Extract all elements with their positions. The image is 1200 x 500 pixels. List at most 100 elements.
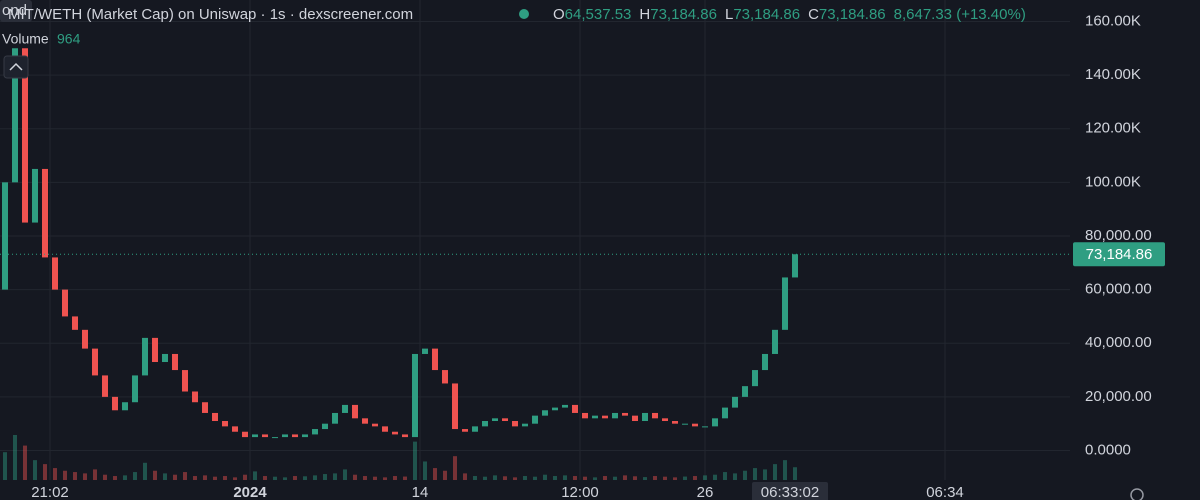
- volume-bar: [393, 476, 397, 480]
- candle: [42, 168, 48, 258]
- candle: [462, 429, 468, 432]
- candle: [692, 423, 698, 427]
- volume-bar: [513, 477, 517, 480]
- volume-bar: [713, 474, 717, 480]
- volume-bar: [423, 461, 427, 480]
- volume-bar: [743, 470, 747, 480]
- candle: [642, 412, 648, 422]
- candle: [592, 415, 598, 419]
- candle: [212, 412, 218, 422]
- volume-bar: [503, 476, 507, 480]
- candle: [122, 402, 128, 411]
- volume-bar: [183, 472, 187, 480]
- volume-bar: [413, 441, 417, 480]
- candle: [82, 329, 88, 349]
- volume-bar: [483, 476, 487, 480]
- candle: [632, 415, 638, 422]
- volume-bar: [653, 476, 657, 480]
- candle: [342, 404, 348, 413]
- volume-bar: [633, 476, 637, 480]
- volume-bar: [293, 476, 297, 480]
- interval-button-text[interactable]: ond: [2, 2, 27, 19]
- candle: [282, 434, 288, 438]
- volume-bar: [703, 475, 707, 480]
- volume-bar: [343, 469, 347, 480]
- candle: [792, 254, 798, 278]
- volume-bar: [623, 475, 627, 480]
- volume-bar: [783, 460, 787, 480]
- x-tick-label: 26: [697, 484, 714, 500]
- candle: [102, 375, 108, 397]
- ohlc-key: C: [808, 6, 819, 23]
- volume-bar: [23, 445, 27, 480]
- candle: [562, 404, 568, 408]
- volume-bar: [363, 476, 367, 480]
- volume-bar: [353, 474, 357, 480]
- volume-bar: [733, 473, 737, 480]
- candle: [262, 434, 268, 438]
- ohlc-row: O64,537.53 H73,184.86 L73,184.86 C73,184.86…: [553, 6, 1026, 23]
- volume-bar: [383, 477, 387, 480]
- volume-bar: [523, 476, 527, 480]
- volume-bar: [163, 473, 167, 480]
- interval-button[interactable]: [0, 0, 32, 22]
- candle: [72, 316, 78, 330]
- candle: [162, 353, 168, 363]
- volume-bar: [33, 460, 37, 480]
- candle: [682, 423, 688, 425]
- volume-bar: [573, 476, 577, 480]
- candle: [2, 182, 8, 290]
- volume-bar: [533, 476, 537, 480]
- settings-icon[interactable]: [1130, 488, 1144, 500]
- ohlc-key: O: [553, 6, 565, 23]
- volume-label: Volume: [2, 31, 49, 47]
- candle: [312, 429, 318, 435]
- volume-bar: [173, 474, 177, 480]
- y-tick-label: 60,000.00: [1085, 281, 1152, 298]
- volume-bar: [93, 469, 97, 480]
- ohlc-value: 73,184.86: [733, 6, 800, 23]
- x-tick-label: 06:34: [926, 484, 964, 500]
- volume-bar: [403, 476, 407, 480]
- candle: [182, 370, 188, 392]
- volume-bar: [693, 476, 697, 480]
- candle: [332, 412, 338, 424]
- candle: [352, 404, 358, 419]
- x-tick-label: 2024: [233, 484, 267, 500]
- candle: [572, 404, 578, 413]
- volume-bar: [763, 469, 767, 480]
- volume-bar: [543, 474, 547, 480]
- candle: [112, 396, 118, 411]
- volume-bar: [53, 468, 57, 480]
- collapse-icon[interactable]: [9, 62, 23, 71]
- ohlc-value: 64,537.53: [565, 6, 632, 23]
- volume-bar: [223, 476, 227, 480]
- candle: [672, 421, 678, 424]
- volume-bar: [333, 473, 337, 480]
- volume-bar: [323, 474, 327, 480]
- ohlc-value: 73,184.86: [819, 6, 886, 23]
- y-tick-label: 20,000.00: [1085, 388, 1152, 405]
- volume-bar: [263, 476, 267, 480]
- volume-bar: [643, 477, 647, 480]
- candle: [192, 391, 198, 403]
- candle: [502, 418, 508, 422]
- volume-bar: [753, 468, 757, 480]
- volume-bar: [243, 474, 247, 480]
- volume-bar: [73, 472, 77, 480]
- y-tick-label: 160.00K: [1085, 12, 1141, 29]
- crosshair-label: 06:33:02: [761, 484, 819, 500]
- collapse-button[interactable]: [3, 55, 29, 79]
- candle: [272, 437, 278, 439]
- volume-bar: [493, 475, 497, 480]
- candle: [452, 383, 458, 430]
- candle: [752, 370, 758, 387]
- volume-bar: [443, 470, 447, 480]
- candle: [402, 434, 408, 438]
- candle: [522, 423, 528, 427]
- candle: [652, 412, 658, 419]
- candle: [582, 412, 588, 419]
- volume-bar: [313, 475, 317, 480]
- volume-bar: [303, 476, 307, 480]
